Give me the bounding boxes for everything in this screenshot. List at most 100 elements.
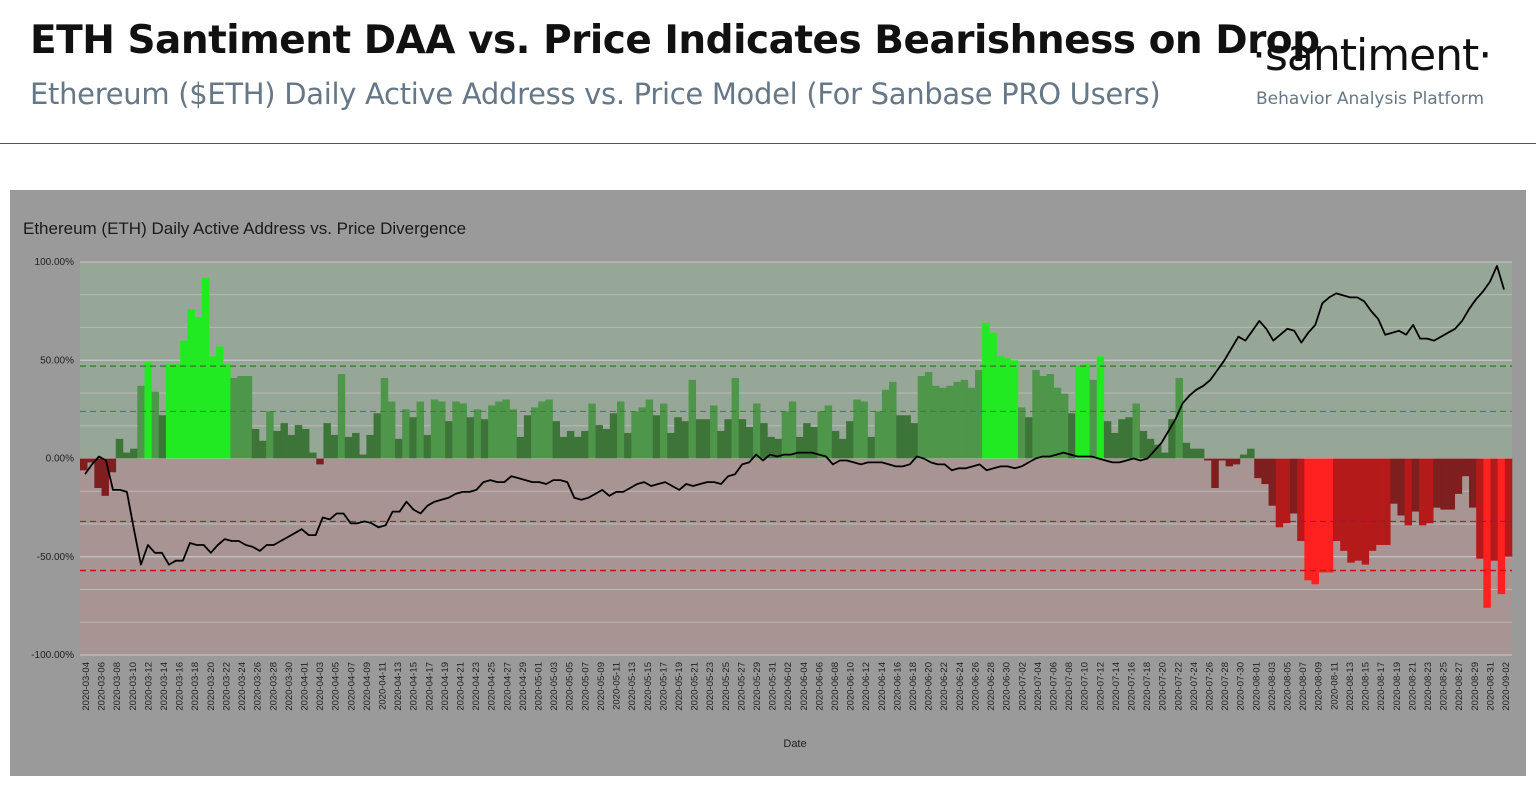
divergence-bar — [1046, 374, 1055, 459]
divergence-bar — [373, 413, 382, 459]
divergence-bar — [1375, 458, 1384, 545]
divergence-bar — [1161, 452, 1169, 459]
divergence-bar — [266, 411, 274, 459]
divergence-bar — [1318, 458, 1327, 573]
divergence-bar — [316, 458, 324, 465]
x-tick-label: 2020-08-25 — [1439, 662, 1450, 711]
divergence-bar — [566, 430, 575, 459]
divergence-bar — [452, 401, 460, 459]
divergence-bar — [387, 401, 396, 459]
x-tick-label: 2020-03-04 — [81, 662, 92, 711]
x-tick-label: 2020-08-03 — [1267, 662, 1278, 711]
x-tick-label: 2020-07-06 — [1049, 662, 1060, 711]
divergence-bar — [702, 419, 711, 459]
x-tick-label: 2020-05-27 — [736, 662, 747, 711]
divergence-bar — [201, 277, 210, 459]
divergence-bar — [151, 391, 160, 459]
divergence-bar — [1261, 458, 1269, 485]
x-tick-label: 2020-03-06 — [97, 662, 108, 711]
divergence-bar — [445, 421, 453, 459]
divergence-bar — [667, 432, 675, 459]
divergence-bar — [889, 381, 897, 459]
divergence-bar — [989, 332, 997, 459]
divergence-bar — [717, 430, 725, 459]
x-tick-label: 2020-03-30 — [284, 662, 295, 711]
divergence-bar — [645, 399, 654, 459]
divergence-bar — [1340, 458, 1348, 551]
divergence-bar — [1404, 458, 1413, 526]
divergence-bar — [173, 364, 181, 459]
x-tick-label: 2020-08-23 — [1423, 662, 1434, 711]
divergence-bar — [1125, 417, 1133, 459]
x-tick-label: 2020-07-16 — [1127, 662, 1138, 711]
x-tick-label: 2020-04-25 — [487, 662, 498, 711]
x-tick-label: 2020-06-14 — [877, 662, 888, 711]
divergence-bar — [559, 436, 568, 459]
divergence-bar — [1111, 432, 1119, 459]
divergence-bar — [280, 423, 288, 459]
y-tick-label: -50.00% — [37, 552, 74, 563]
divergence-bar — [910, 423, 919, 459]
divergence-bar — [1297, 458, 1305, 542]
divergence-bar — [187, 309, 195, 459]
y-tick-label: -100.00% — [31, 650, 74, 661]
divergence-bar — [881, 389, 890, 459]
x-tick-label: 2020-03-16 — [175, 662, 186, 711]
divergence-bar — [80, 458, 88, 471]
x-tick-label: 2020-07-10 — [1080, 662, 1091, 711]
divergence-bar — [1196, 448, 1205, 459]
x-tick-label: 2020-05-03 — [549, 662, 560, 711]
divergence-bar — [1175, 377, 1183, 459]
page-subtitle: Ethereum ($ETH) Daily Active Address vs.… — [30, 77, 1161, 111]
divergence-bar — [330, 434, 339, 459]
divergence-bar — [1118, 419, 1126, 459]
divergence-bar — [1483, 458, 1491, 608]
divergence-bar — [523, 415, 532, 459]
x-tick-label: 2020-06-26 — [971, 662, 982, 711]
x-tick-label: 2020-05-07 — [580, 662, 591, 711]
divergence-bar — [438, 401, 446, 459]
divergence-bar — [602, 429, 611, 459]
divergence-bar — [1182, 442, 1191, 459]
divergence-bar — [502, 399, 510, 459]
divergence-bar — [1010, 360, 1019, 459]
divergence-bar — [309, 452, 317, 459]
divergence-bar — [1146, 438, 1155, 459]
divergence-bar — [552, 421, 561, 459]
x-tick-label: 2020-06-22 — [939, 662, 950, 711]
x-tick-label: 2020-07-12 — [1095, 662, 1106, 711]
x-tick-label: 2020-07-18 — [1142, 662, 1153, 711]
x-axis-label: Date — [783, 738, 806, 750]
divergence-bar — [1239, 454, 1248, 459]
x-tick-label: 2020-03-20 — [206, 662, 217, 711]
divergence-bar — [259, 440, 267, 459]
x-tick-label: 2020-04-19 — [440, 662, 451, 711]
divergence-bar — [1304, 458, 1312, 581]
divergence-bar — [473, 409, 482, 459]
divergence-bar — [674, 417, 682, 459]
x-tick-label: 2020-07-14 — [1111, 662, 1122, 711]
x-tick-label: 2020-06-04 — [799, 662, 810, 711]
divergence-bar — [1397, 458, 1405, 516]
x-tick-label: 2020-04-29 — [518, 662, 529, 711]
divergence-bar — [745, 427, 754, 459]
price-line — [84, 264, 1505, 566]
x-tick-label: 2020-06-18 — [908, 662, 919, 711]
divergence-bar — [1354, 458, 1362, 561]
divergence-bar — [638, 407, 646, 459]
brand-tagline: Behavior Analysis Platform — [1256, 89, 1485, 109]
x-tick-label: 2020-05-09 — [596, 662, 607, 711]
divergence-bar — [1225, 458, 1234, 467]
x-tick-label: 2020-06-16 — [892, 662, 903, 711]
divergence-bar — [817, 411, 825, 459]
x-tick-label: 2020-08-19 — [1392, 662, 1403, 711]
divergence-bar — [380, 377, 389, 459]
x-tick-label: 2020-06-02 — [783, 662, 794, 711]
divergence-bar — [1282, 458, 1291, 524]
divergence-bar — [165, 364, 174, 459]
divergence-bar — [359, 454, 367, 459]
divergence-bar — [1440, 458, 1448, 510]
divergence-bar — [1168, 419, 1176, 459]
divergence-bar — [838, 438, 847, 459]
x-tick-label: 2020-04-11 — [378, 662, 389, 710]
